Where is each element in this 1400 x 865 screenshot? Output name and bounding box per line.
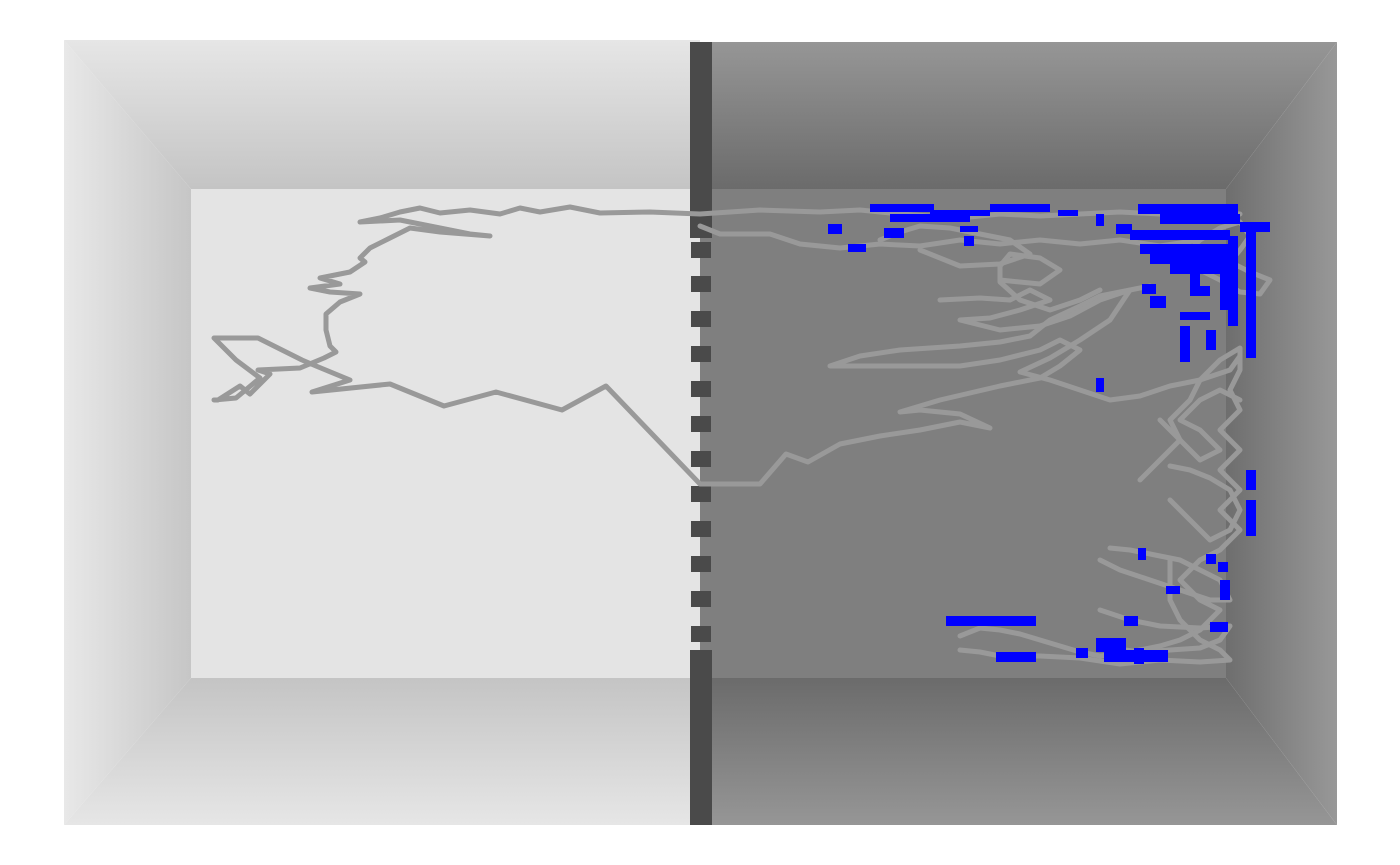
freezing-mark: [946, 616, 1036, 626]
freezing-mark: [1140, 244, 1230, 254]
freezing-mark: [990, 204, 1050, 212]
freezing-mark: [870, 204, 934, 212]
doorway-dash: [691, 416, 711, 432]
doorway-dash: [691, 626, 711, 642]
trajectory-segment: [211, 204, 1153, 487]
freezing-mark: [996, 652, 1036, 662]
freezing-mark: [1058, 210, 1078, 216]
freezing-mark: [1240, 222, 1270, 232]
doorway-dash: [691, 521, 711, 537]
freezing-mark: [1228, 236, 1238, 326]
trajectory-segment: [937, 287, 1243, 403]
doorway-dash: [691, 451, 711, 467]
freezing-mark: [1134, 648, 1144, 664]
doorway-dash: [691, 381, 711, 397]
freezing-mark: [1190, 250, 1200, 290]
freezing-mark: [1180, 326, 1190, 362]
freezing-mark: [1138, 204, 1238, 214]
freezing-mark: [890, 214, 970, 222]
doorway-dash: [691, 486, 711, 502]
doorway-dash: [691, 556, 711, 572]
freezing-mark: [1180, 312, 1210, 320]
doorway-dash: [691, 591, 711, 607]
freezing-mark: [930, 210, 990, 216]
doorway-dash: [691, 242, 711, 258]
light-chamber-top-wall: [64, 40, 700, 189]
trajectory-segment: [1167, 463, 1243, 543]
freezing-mark: [1142, 284, 1156, 294]
freezing-mark: [828, 224, 842, 234]
freezing-mark: [1246, 470, 1256, 490]
freezing-marks: [828, 204, 1270, 664]
trajectory-segment: [877, 223, 1033, 269]
freezing-mark: [964, 236, 974, 246]
trajectory-segment: [1157, 387, 1243, 463]
freezing-mark: [1166, 586, 1180, 594]
light-chamber-bottom-wall: [64, 678, 700, 825]
freezing-mark: [1116, 224, 1132, 234]
freezing-mark: [1160, 214, 1240, 224]
freezing-mark: [1130, 230, 1230, 240]
doorway-dash: [691, 346, 711, 362]
light-chamber-left-wall: [64, 40, 191, 825]
freezing-mark: [884, 228, 904, 238]
freezing-mark: [1218, 562, 1228, 572]
freezing-mark: [1124, 616, 1138, 626]
divider-upper: [690, 42, 712, 238]
freezing-mark: [1190, 286, 1210, 296]
light-chamber: [64, 40, 700, 825]
dark-chamber-floor: [700, 189, 1226, 678]
freezing-mark: [1220, 250, 1230, 310]
freezing-mark: [1150, 296, 1166, 308]
doorway-dashes: [691, 242, 711, 642]
freezing-mark: [1206, 554, 1216, 564]
freezing-mark: [1138, 548, 1146, 560]
freezing-mark: [1096, 638, 1126, 652]
door-divider-icon: [690, 42, 712, 825]
freezing-mark: [848, 244, 866, 252]
freezing-mark: [1076, 648, 1088, 658]
dark-chamber: [700, 42, 1337, 825]
doorway-dash: [691, 311, 711, 327]
freezing-mark: [1220, 580, 1230, 600]
freezing-mark: [1096, 214, 1104, 226]
divider-lower: [690, 650, 712, 825]
trajectory-segment: [957, 345, 1243, 659]
freezing-mark: [1206, 330, 1216, 350]
dark-chamber-top-wall: [700, 42, 1337, 189]
freezing-mark: [1246, 500, 1256, 536]
freezing-mark: [1246, 232, 1256, 358]
freezing-mark: [1210, 622, 1228, 632]
freezing-mark: [960, 226, 978, 232]
dark-chamber-bottom-wall: [700, 678, 1337, 825]
light-chamber-floor: [191, 189, 700, 678]
doorway-dash: [691, 276, 711, 292]
trajectory-segment: [697, 223, 1203, 251]
freezing-mark: [1096, 378, 1104, 392]
